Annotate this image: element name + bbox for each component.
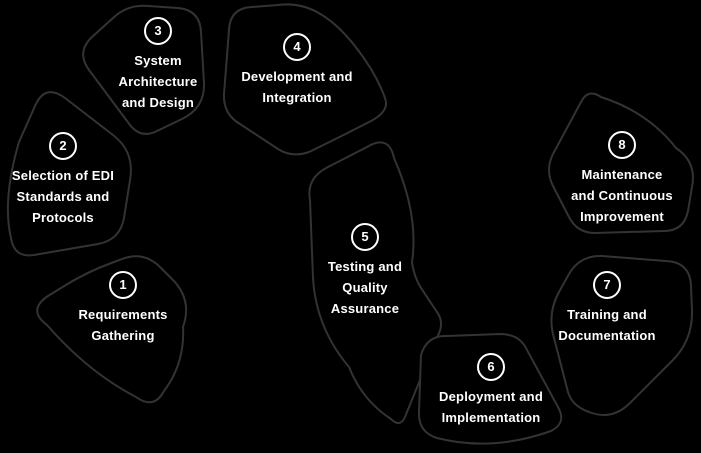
- step-7-node: 7 Training and Documentation: [527, 271, 687, 346]
- step-6-label-line: Deployment and: [439, 389, 543, 404]
- step-6-node: 6 Deployment and Implementation: [411, 353, 571, 428]
- step-2-node: 2 Selection of EDI Standards and Protoco…: [0, 132, 143, 228]
- step-5-node: 5 Testing and Quality Assurance: [285, 223, 445, 319]
- step-3-number-badge: 3: [144, 17, 172, 45]
- step-1-number-badge: 1: [109, 271, 137, 299]
- step-1-node: 1 Requirements Gathering: [43, 271, 203, 346]
- step-8-label: Maintenance and Continuous Improvement: [542, 164, 701, 227]
- petal-shape-4: [222, 3, 387, 156]
- step-5-label-line: Testing and: [327, 259, 403, 274]
- step-5-label-line: Quality: [342, 280, 388, 295]
- step-8-number-badge: 8: [608, 131, 636, 159]
- step-8-label-line: Improvement: [580, 209, 664, 224]
- step-2-label-line: Standards and: [16, 189, 110, 204]
- step-7-label: Training and Documentation: [527, 304, 687, 346]
- step-7-label-line: Training and: [567, 307, 647, 322]
- step-8-label-line: and Continuous: [571, 188, 673, 203]
- petal-shape-8: [548, 92, 694, 234]
- step-2-number-badge: 2: [49, 132, 77, 160]
- step-1-label: Requirements Gathering: [43, 304, 203, 346]
- petal-shape-5: [308, 141, 443, 424]
- step-4-number-badge: 4: [283, 33, 311, 61]
- petal-shape-7: [550, 254, 694, 416]
- step-3-label-line: and Design: [121, 95, 195, 110]
- step-2-label: Selection of EDI Standards and Protocols: [0, 165, 143, 228]
- petal-shape-2: [6, 91, 132, 257]
- step-8-node: 8 Maintenance and Continuous Improvement: [542, 131, 701, 227]
- step-5-number-badge: 5: [351, 223, 379, 251]
- step-2-label-line: Protocols: [32, 210, 94, 225]
- step-7-label-line: Documentation: [558, 328, 656, 343]
- step-6-label: Deployment and Implementation: [411, 386, 571, 428]
- step-5-label: Testing and Quality Assurance: [285, 256, 445, 319]
- petal-shape-1: [36, 255, 187, 404]
- step-1-label-line: Gathering: [91, 328, 155, 343]
- step-3-label-line: Architecture: [118, 74, 198, 89]
- step-1-label-line: Requirements: [78, 307, 168, 322]
- step-3-node: 3 System Architecture and Design: [78, 17, 238, 113]
- step-2-label-line: Selection of EDI: [11, 168, 115, 183]
- petal-shape-3: [82, 4, 206, 135]
- step-6-label-line: Implementation: [441, 410, 541, 425]
- step-8-label-line: Maintenance: [581, 167, 663, 182]
- step-3-label-line: System: [134, 53, 182, 68]
- step-4-label-line: Development and: [241, 69, 353, 84]
- step-4-node: 4 Development and Integration: [217, 33, 377, 108]
- step-4-label-line: Integration: [262, 90, 332, 105]
- step-5-label-line: Assurance: [330, 301, 400, 316]
- step-3-label: System Architecture and Design: [78, 50, 238, 113]
- petal-shape-6: [417, 333, 563, 445]
- step-4-label: Development and Integration: [217, 66, 377, 108]
- step-6-number-badge: 6: [477, 353, 505, 381]
- step-7-number-badge: 7: [593, 271, 621, 299]
